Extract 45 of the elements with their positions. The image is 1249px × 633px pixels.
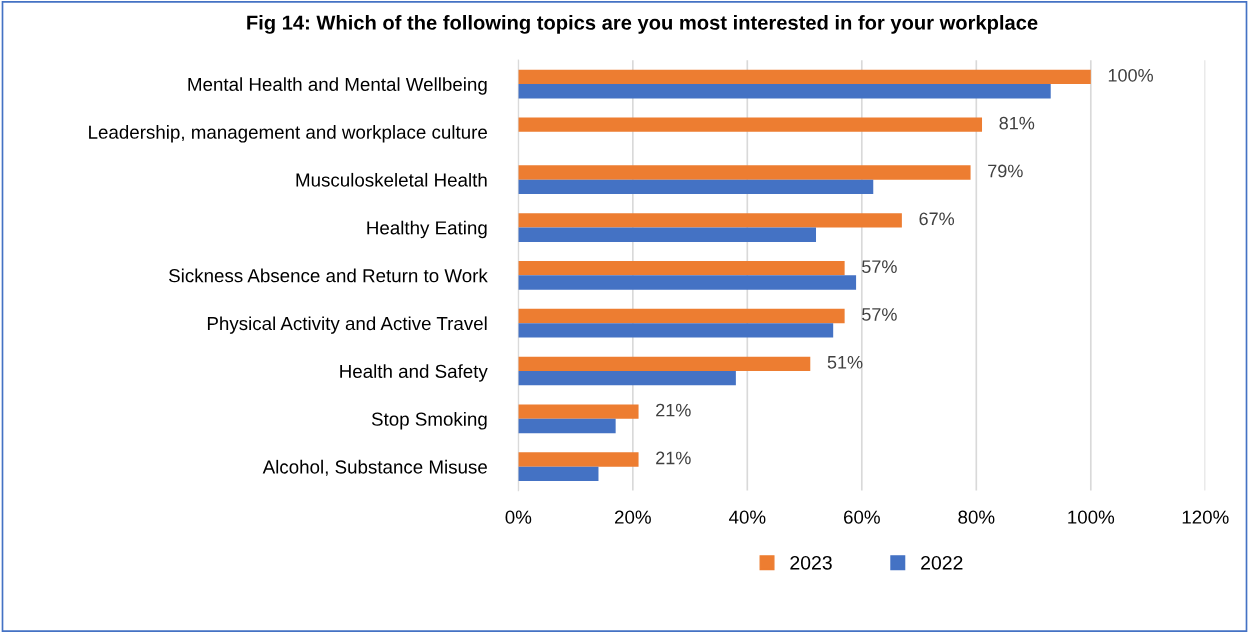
bar (518, 275, 857, 290)
data-label: 51% (827, 355, 863, 369)
bar (518, 165, 971, 180)
bar (518, 69, 1091, 85)
legend-label: 2023 (790, 555, 832, 570)
bar (518, 213, 902, 228)
y-tick-label: Healthy Eating (367, 220, 487, 239)
bar (518, 452, 639, 467)
bar (518, 356, 811, 372)
data-label: 21% (656, 451, 691, 465)
x-tick-label: 80% (958, 510, 995, 524)
y-tick-label: Sickness Absence and Return to Work (169, 268, 488, 283)
y-tick-label: Health and Safety (340, 364, 488, 382)
bar (518, 227, 817, 242)
bar (518, 466, 599, 482)
bar (518, 323, 834, 338)
data-label: 57% (862, 308, 897, 321)
bar (518, 84, 1051, 99)
y-tick-label: Leadership, management and workplace culture (89, 125, 487, 143)
bar (518, 371, 736, 386)
y-tick-label: Mental Health and Mental Wellbeing (188, 77, 487, 95)
chart-title: Fig 14: Which of the following topics are you most interested in for your workplace (247, 14, 1038, 34)
x-tick-label: 40% (728, 510, 766, 524)
x-tick-label: 100% (1068, 510, 1115, 524)
bar (518, 308, 845, 324)
bar (518, 261, 845, 276)
data-label: 21% (656, 403, 691, 417)
data-label: 100% (1108, 68, 1153, 82)
bar (518, 404, 639, 419)
bar (518, 179, 874, 195)
x-tick-label: 120% (1182, 510, 1229, 524)
x-tick-label: 20% (615, 510, 651, 524)
legend-label: 2022 (921, 555, 963, 570)
data-label: 79% (988, 164, 1023, 178)
data-label: 81% (999, 116, 1035, 130)
y-tick-label: Alcohol, Substance Misuse (262, 459, 487, 476)
bar (518, 418, 616, 434)
y-tick-label: Musculoskeletal Health (296, 172, 487, 187)
data-label: 57% (862, 260, 897, 274)
y-tick-label: Stop Smoking (371, 412, 487, 430)
bar (518, 117, 983, 132)
x-tick-label: 60% (844, 510, 880, 524)
data-label: 67% (919, 212, 955, 226)
x-tick-label: 0% (505, 510, 532, 524)
y-tick-label: Physical Activity and Active Travel (207, 316, 487, 334)
